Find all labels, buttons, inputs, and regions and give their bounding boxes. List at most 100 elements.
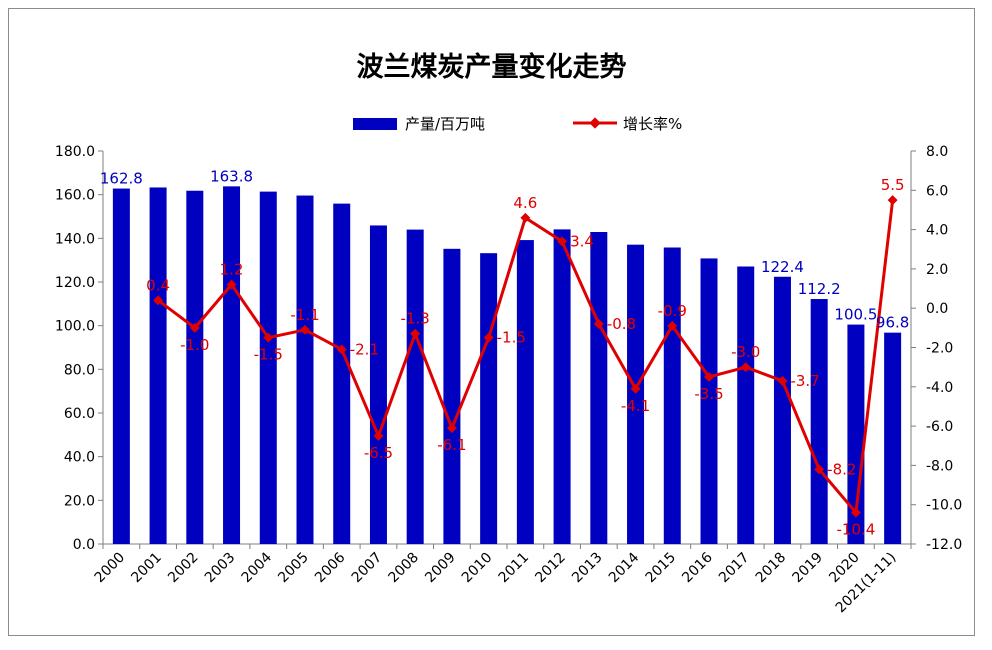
line-data-label: -3.0: [731, 343, 760, 361]
legend-bar-label: 产量/百万吨: [405, 115, 486, 133]
right-axis-tick-label: -12.0: [926, 537, 962, 553]
line-point: [667, 320, 678, 331]
line-point: [630, 383, 641, 394]
bar: [700, 258, 718, 544]
x-axis-tick-label: 2012: [532, 550, 569, 587]
line-data-label: -1.0: [180, 336, 209, 354]
line-data-label: -3.7: [790, 372, 819, 390]
bar-data-label: 163.8: [210, 167, 253, 185]
line-data-label: -2.1: [350, 340, 379, 358]
x-axis-tick-label: 2003: [202, 550, 239, 587]
bar: [590, 232, 608, 545]
x-axis-tick-label: 2008: [385, 550, 422, 587]
bar: [810, 299, 828, 544]
line-data-label: 4.6: [513, 194, 537, 212]
bar-data-label: 100.5: [834, 306, 877, 324]
legend-line-swatch: [573, 117, 617, 129]
line-data-label: -1.3: [401, 310, 430, 328]
line-point: [520, 212, 531, 223]
line-data-label: -6.5: [364, 444, 393, 462]
bar: [773, 276, 791, 544]
line-point: [483, 332, 494, 343]
left-axis-tick-label: 80.0: [64, 362, 95, 378]
right-axis-tick-label: -6.0: [926, 419, 953, 435]
bar: [223, 186, 241, 544]
line-point: [189, 322, 200, 333]
bar-data-label: 96.8: [876, 314, 909, 332]
bar: [296, 195, 314, 545]
right-axis-tick-label: -2.0: [926, 341, 953, 357]
line-data-label: -1.1: [290, 306, 319, 324]
bar-data-label: 162.8: [100, 170, 143, 188]
line-point: [740, 362, 751, 373]
line-point: [263, 332, 274, 343]
x-axis-tick-label: 2001: [128, 550, 165, 587]
line-point: [814, 464, 825, 475]
bar: [553, 229, 571, 545]
x-axis-tick-label: 2007: [349, 550, 386, 587]
bar-data-label: 112.2: [798, 280, 841, 298]
legend-bar-swatch: [353, 118, 397, 130]
right-axis-tick-label: 6.0: [926, 183, 948, 199]
left-axis-tick-label: 0.0: [73, 537, 95, 553]
left-axis-tick-label: 60.0: [64, 406, 95, 422]
x-axis-tick-label: 2019: [789, 550, 826, 587]
line-point: [887, 195, 898, 206]
line-point: [850, 507, 861, 518]
right-axis-tick-label: 2.0: [926, 262, 948, 278]
x-axis-tick-label: 2002: [165, 550, 202, 587]
bar: [149, 187, 167, 544]
line-data-label: 0.4: [146, 276, 170, 294]
x-axis-tick-label: 2004: [239, 549, 276, 586]
bar: [627, 244, 645, 545]
line-point: [777, 375, 788, 386]
bar: [737, 266, 755, 544]
line-point: [593, 318, 604, 329]
right-axis-tick-label: 4.0: [926, 223, 948, 239]
right-axis-tick-label: 0.0: [926, 301, 948, 317]
bar: [259, 191, 277, 545]
line-point: [153, 295, 164, 306]
x-axis-tick-label: 2005: [275, 550, 312, 587]
right-axis-tick-label: 8.0: [926, 144, 948, 160]
line-data-label: -0.9: [658, 302, 687, 320]
line-data-label: -1.5: [497, 329, 526, 347]
bar: [884, 332, 902, 544]
line-data-label: 5.5: [881, 176, 905, 194]
x-axis-tick-label: 2018: [753, 550, 790, 587]
left-axis-tick-label: 180.0: [55, 144, 95, 160]
right-axis-tick-label: -8.0: [926, 458, 953, 474]
line-point: [410, 328, 421, 339]
line-data-label: -10.4: [837, 521, 876, 539]
line-data-label: -0.8: [607, 315, 636, 333]
line-point: [704, 372, 714, 382]
left-axis-tick-label: 40.0: [64, 450, 95, 466]
line-data-label: -8.2: [827, 460, 856, 478]
x-axis-tick-label: 2015: [643, 550, 680, 587]
chart-title: 波兰煤炭产量变化走势: [356, 52, 627, 83]
line-point: [336, 344, 347, 355]
line-data-label: -1.5: [254, 346, 283, 364]
line-point: [446, 423, 457, 434]
line-data-label: -3.5: [694, 385, 723, 403]
bar: [333, 203, 351, 544]
x-axis-tick-label: 2009: [422, 550, 459, 587]
bar: [480, 253, 498, 544]
x-axis-tick-label: 2016: [679, 549, 716, 586]
right-axis-tick-label: -10.0: [926, 498, 962, 514]
x-axis-tick-label: 2014: [606, 549, 643, 586]
left-axis-tick-label: 100.0: [55, 319, 95, 335]
bar: [369, 225, 387, 544]
left-axis-tick-label: 140.0: [55, 231, 95, 247]
bar: [112, 188, 130, 544]
line-data-label: -6.1: [437, 436, 466, 454]
line-data-label: 1.2: [220, 261, 244, 279]
bar: [516, 240, 534, 544]
x-axis-tick-label: 2017: [716, 550, 753, 587]
line-data-label: -4.1: [621, 397, 650, 415]
bar: [406, 229, 424, 544]
x-axis-tick-label: 2010: [459, 550, 496, 587]
line-point: [373, 430, 384, 441]
left-axis-tick-label: 160.0: [55, 188, 95, 204]
